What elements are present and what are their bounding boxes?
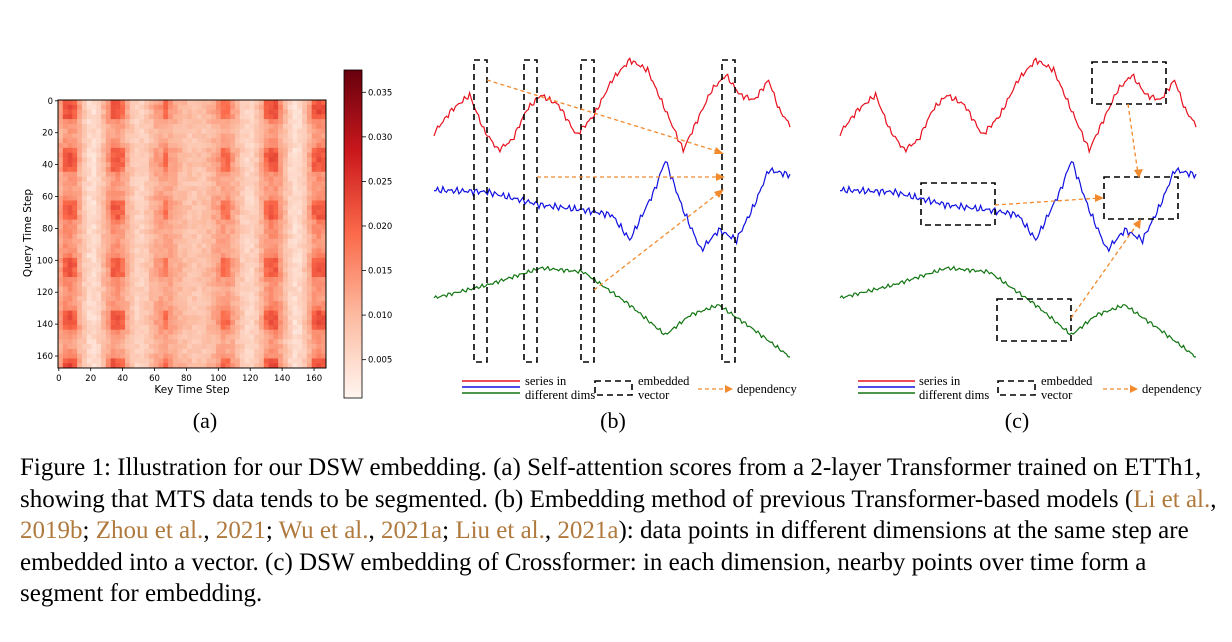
arrowheads-c [1095,169,1143,229]
panel-b: series in different dims embedded vector… [433,57,797,402]
legend-embedded-label-2: vector [1041,388,1073,402]
caption-text: ): data points in different dimensions a… [20,517,1189,607]
panel-label-c: (c) [1005,408,1029,433]
legend-arrow-icon [1130,385,1138,393]
caption-text: Illustration for our DSW embedding. (a) … [20,454,1202,513]
colorbar-tick-label: 0.035 [368,88,392,98]
segment-box [1103,176,1179,220]
citation-link[interactable]: Wu et al. [278,517,369,544]
colorbar [343,69,363,399]
y-tick-label: 0 [48,97,53,107]
y-tick-label: 140 [37,320,53,330]
y-tick-label: 40 [42,161,53,171]
y-tick-label: 160 [37,352,53,362]
y-tick-label: 120 [37,288,53,298]
x-tick-label: 40 [117,374,128,384]
legend-embedded-label: embedded [1041,374,1093,388]
embedded-vector-box [523,59,538,363]
x-tick-label: 160 [306,374,322,384]
figure-caption: Figure 1: Illustration for our DSW embed… [20,454,1217,607]
panel-label-b: (b) [600,408,626,433]
x-tick-label: 120 [242,374,258,384]
legend-embedded-label: embedded [638,374,690,388]
embedded-vector-box [473,59,488,363]
segment-box [920,182,996,226]
legend-b: series in different dims embedded vector… [462,374,797,402]
citation-link[interactable]: 2021 [215,517,266,544]
citation-link[interactable]: 2019b [20,517,83,544]
y-tick-label: 20 [42,129,53,139]
legend-box-icon [997,380,1036,396]
heatmap-x-ticks: 0 20 40 60 80 100 120 140 160 [56,368,322,384]
colorbar-ticks: 0.035 0.030 0.025 0.020 0.015 0.010 0.005 [362,88,392,366]
series-blue-line [839,160,1197,253]
y-tick-label: 80 [42,224,53,234]
embedded-vector-box [580,59,595,363]
figure-1: Query Time Step 0 20 40 60 80 100 120 140 160 0 2… [22,57,1202,433]
x-tick-label: 20 [85,374,96,384]
embedded-vector-box [721,59,736,363]
citation-link[interactable]: Zhou et al. [95,517,204,544]
dependency-arrows-c [994,103,1139,319]
dependency-arrow [1070,222,1139,319]
x-tick-label: 140 [274,374,290,384]
panel-c: series in different dims embedded vector… [839,57,1202,402]
segment-box [996,298,1072,342]
citation-link[interactable]: Li et al. [1133,485,1211,513]
legend-box-icon [594,380,633,396]
legend-arrow-icon [725,385,733,393]
series-green-line [433,265,790,358]
segment-box [1091,61,1167,105]
x-tick-label: 60 [149,374,160,384]
heatmap-ylabel: Query Time Step [22,189,34,278]
x-tick-label: 80 [181,374,192,384]
dependency-arrow [486,79,721,153]
legend-series-label: series in [919,374,961,388]
colorbar-tick-label: 0.005 [368,356,392,366]
heatmap-panel: Query Time Step 0 20 40 60 80 100 120 140 160 0 2… [22,69,392,399]
colorbar-tick-label: 0.030 [368,133,392,143]
segment-boxes [920,61,1179,342]
x-tick-label: 100 [210,374,226,384]
series-red-line [433,57,791,155]
citation-link[interactable]: 2021a [381,517,443,544]
legend-series-label: series in [525,374,567,388]
legend-dependency-label: dependency [1142,382,1202,396]
legend-embedded-label-2: vector [638,388,670,402]
citation-link[interactable]: 2021a [557,517,619,544]
series-red-line [839,57,1197,155]
caption-figure-number: Figure 1: [20,454,111,481]
dependency-arrows [486,79,721,291]
y-tick-label: 60 [42,193,53,203]
dependency-arrow [593,191,721,291]
y-tick-label: 100 [37,256,53,266]
panel-label-a: (a) [193,408,217,433]
legend-series-label-2: different dims [919,388,989,402]
series-green-line [839,265,1196,358]
legend-dependency-label: dependency [737,382,797,396]
colorbar-tick-label: 0.015 [368,267,392,277]
colorbar-tick-label: 0.010 [368,311,392,321]
citation-link[interactable]: Liu et al. [455,517,545,544]
colorbar-tick-label: 0.020 [368,222,392,232]
dependency-arrow [1127,103,1139,175]
embedded-vector-boxes [473,59,736,363]
x-tick-label: 0 [56,374,61,384]
heatmap-grid [58,100,327,369]
legend-series-label-2: different dims [525,388,595,402]
colorbar-tick-label: 0.025 [368,177,392,187]
dependency-arrow [994,197,1101,206]
legend-c: series in different dims embedded vector… [858,374,1202,402]
arrowheads [714,147,725,198]
heatmap-xlabel: Key Time Step [154,384,230,396]
series-blue-line [433,160,791,253]
heatmap-y-ticks: 0 20 40 60 80 100 120 140 160 [37,97,58,362]
heatmap-frame [57,99,327,369]
